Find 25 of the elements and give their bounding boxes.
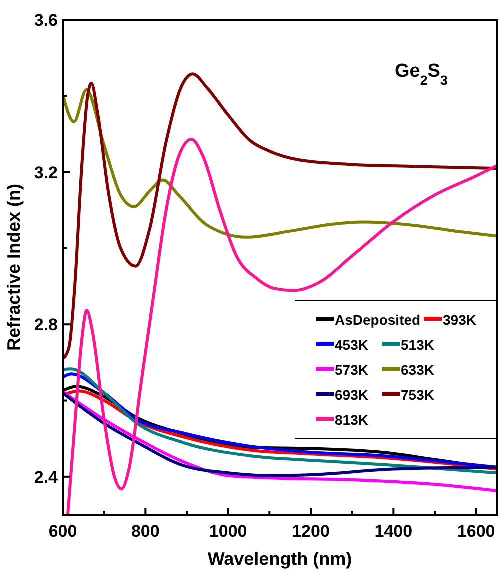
legend-label: AsDeposited [335, 312, 421, 328]
y-tick-label: 2.4 [34, 468, 59, 487]
line-series [63, 88, 497, 239]
annotation: Ge$_{2}$S$_{3}$ [395, 61, 448, 88]
legend-label: 513K [401, 337, 434, 353]
x-axis-title: Wavelength (nm) [208, 549, 352, 569]
x-tick-label: 1600 [457, 522, 496, 541]
legend-label: 453K [335, 337, 368, 353]
legend-label: 573K [335, 362, 368, 378]
legend-label: 813K [335, 412, 368, 428]
y-tick-label: 3.2 [34, 163, 58, 182]
y-tick-label: 2.8 [34, 316, 58, 335]
line-series [63, 390, 497, 493]
x-tick-label: 1200 [292, 522, 330, 541]
legend-label: 393K [443, 312, 476, 328]
legend-label: 753K [401, 387, 434, 403]
legend-label: 693K [335, 387, 368, 403]
y-axis-title: Refractive Index (n) [4, 184, 24, 352]
line-series [66, 138, 497, 515]
x-tick-label: 1400 [374, 522, 413, 541]
x-tick-label: 1000 [209, 522, 248, 541]
x-tick-label: 800 [131, 522, 160, 541]
x-tick-label: 600 [48, 522, 78, 541]
y-tick-label: 3.6 [34, 11, 58, 30]
legend-label: 633K [401, 362, 434, 378]
